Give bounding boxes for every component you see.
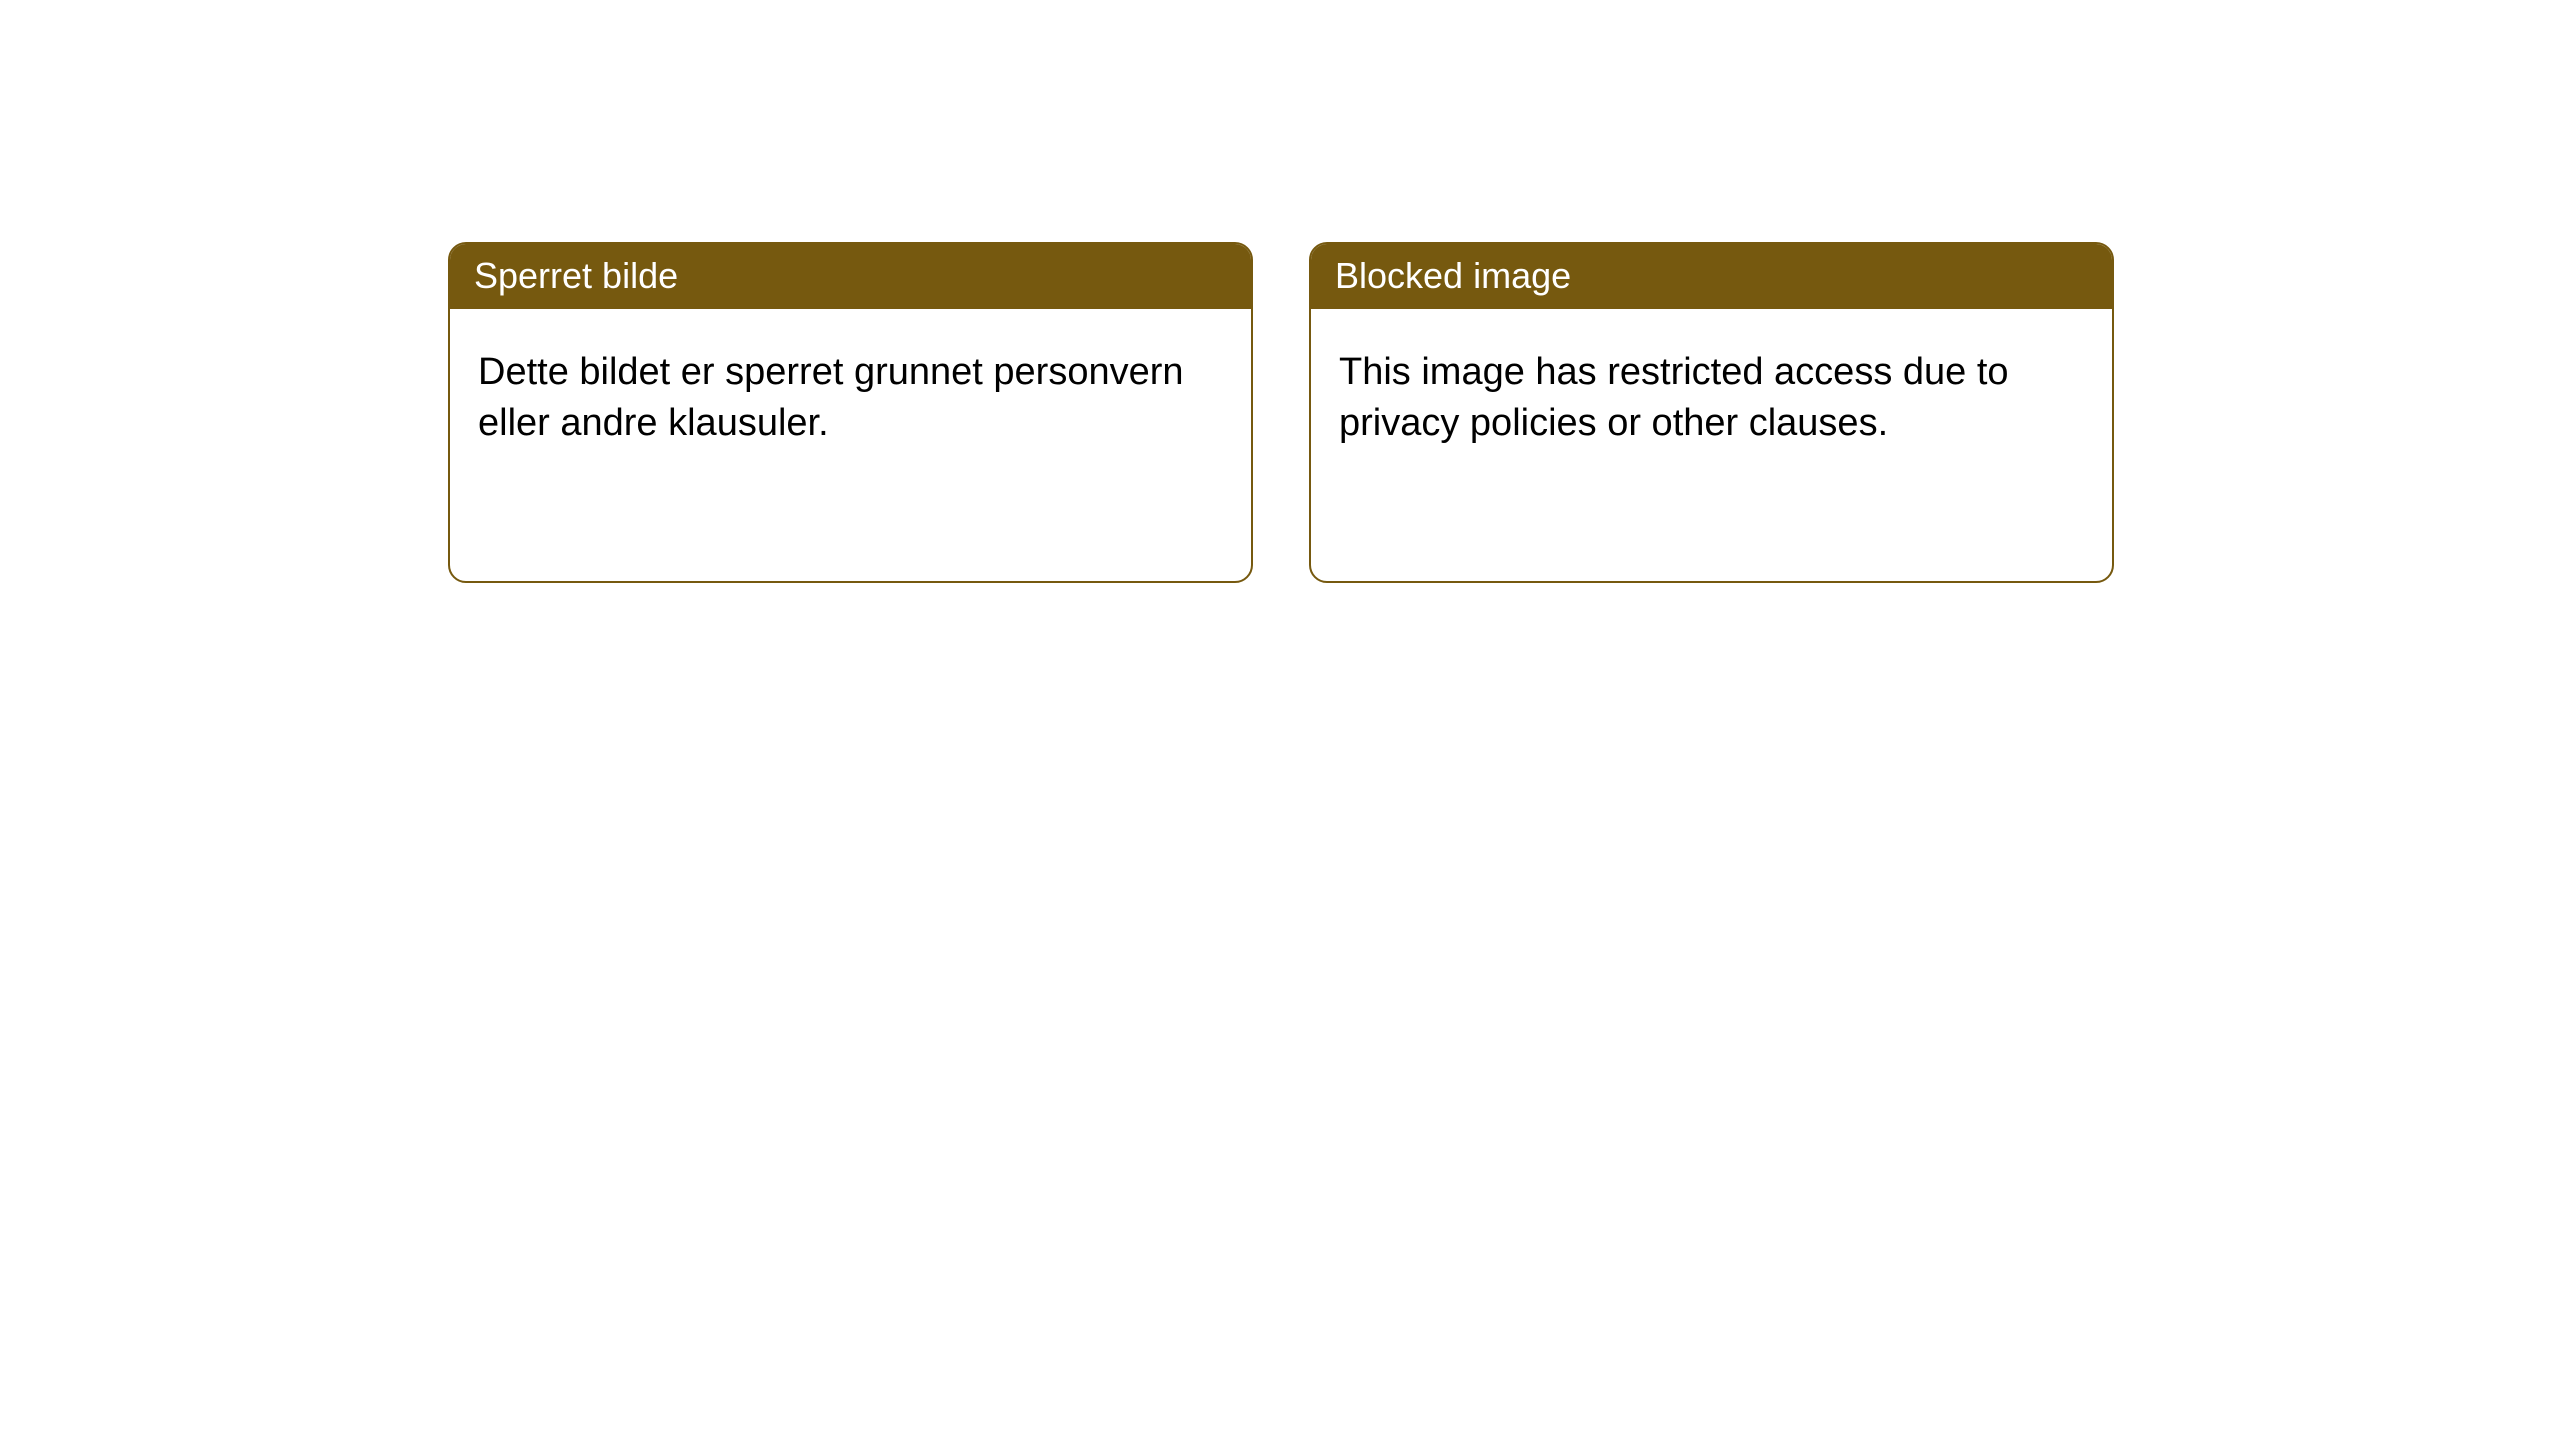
notice-container: Sperret bilde Dette bildet er sperret gr… — [0, 0, 2560, 583]
notice-title: Sperret bilde — [450, 244, 1251, 309]
notice-card-english: Blocked image This image has restricted … — [1309, 242, 2114, 583]
notice-body: Dette bildet er sperret grunnet personve… — [450, 309, 1251, 581]
notice-title: Blocked image — [1311, 244, 2112, 309]
notice-card-norwegian: Sperret bilde Dette bildet er sperret gr… — [448, 242, 1253, 583]
notice-body: This image has restricted access due to … — [1311, 309, 2112, 581]
